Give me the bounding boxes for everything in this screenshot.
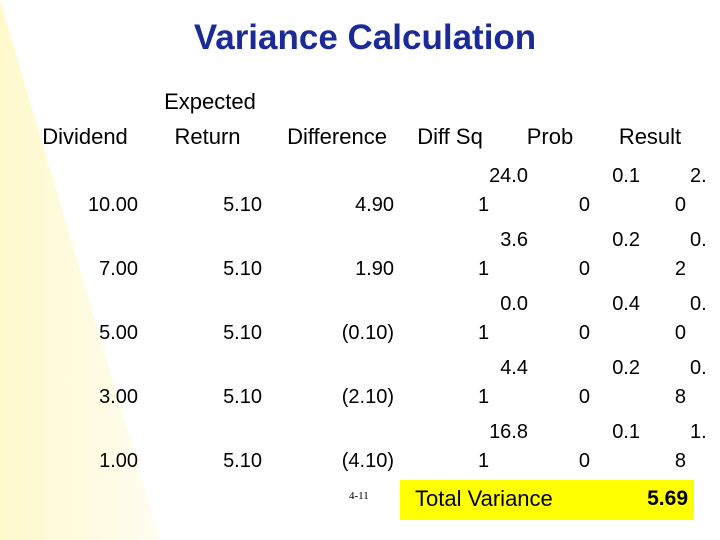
row-5-prob-line2: 8 — [674, 450, 686, 472]
row-3-dividend: 5.00 — [99, 322, 138, 344]
row-2-prob-line2: 2 — [674, 258, 686, 280]
row-1-expected: 5.10 — [223, 194, 262, 216]
header-difference: Difference — [287, 124, 387, 149]
row-2-difference: 1.90 — [355, 258, 394, 280]
row-2-diffsq-line2: 1 — [478, 258, 490, 280]
row-1-diffsq-line2: 1 — [478, 194, 490, 216]
row-3-diffsq-line1: 0.0 — [500, 293, 528, 315]
row-5-difference: (4.10) — [341, 450, 394, 472]
row-4-prob-line1: 0.2 — [612, 357, 640, 379]
row-5-expected: 5.10 — [223, 450, 262, 472]
row-2-dividend: 7.00 — [99, 258, 138, 280]
row-5-diffsq-tail: 0 — [578, 450, 590, 472]
row-1-diffsq-line1: 24.0 — [489, 165, 528, 187]
row-3-prob-line2: 0 — [674, 322, 686, 344]
header-expected-line1: Expected — [164, 89, 256, 114]
row-1-result-line1: 2. — [690, 165, 707, 187]
row-5-diffsq-line2: 1 — [478, 450, 490, 472]
row-2-result-line1: 0. — [690, 229, 707, 251]
row-3-prob-line1: 0.4 — [612, 293, 640, 315]
row-2-expected: 5.10 — [223, 258, 262, 280]
header-diff-sq: Diff Sq — [417, 124, 483, 149]
row-5-prob-line1: 0.1 — [612, 421, 640, 443]
row-3-expected: 5.10 — [223, 322, 262, 344]
row-2-diffsq-line1: 3.6 — [500, 229, 528, 251]
slide-number: 4-11 — [349, 490, 369, 502]
row-4-diffsq-line1: 4.4 — [500, 357, 528, 379]
row-3-diffsq-tail: 0 — [578, 322, 590, 344]
header-dividend: Dividend — [42, 124, 128, 149]
row-4-dividend: 3.00 — [99, 386, 138, 408]
row-1-prob-line2: 0 — [674, 194, 686, 216]
row-3-result-line1: 0. — [690, 293, 707, 315]
total-variance-value: 5.69 — [647, 487, 688, 510]
row-4-diffsq-line2: 1 — [478, 386, 490, 408]
page-title: Variance Calculation — [193, 18, 537, 57]
row-3-difference: (0.10) — [341, 322, 394, 344]
row-5-diffsq-line1: 16.8 — [489, 421, 528, 443]
row-1-difference: 4.90 — [355, 194, 394, 216]
header-result: Result — [618, 124, 682, 149]
row-3-diffsq-line2: 1 — [478, 322, 490, 344]
row-1-dividend: 10.00 — [87, 194, 138, 216]
row-2-prob-line1: 0.2 — [612, 229, 640, 251]
header-expected-line2: Return — [174, 124, 241, 149]
row-1-prob-line1: 0.1 — [612, 165, 640, 187]
row-4-diffsq-tail: 0 — [578, 386, 590, 408]
total-variance-label: Total Variance — [415, 486, 553, 511]
row-5-dividend: 1.00 — [99, 450, 138, 472]
row-4-expected: 5.10 — [223, 386, 262, 408]
row-4-prob-line2: 8 — [674, 386, 686, 408]
header-prob: Prob — [526, 124, 574, 149]
row-2-diffsq-tail: 0 — [578, 258, 590, 280]
row-4-result-line1: 0. — [690, 357, 707, 379]
row-4-difference: (2.10) — [341, 386, 394, 408]
total-highlight-box — [400, 480, 694, 520]
row-5-result-line1: 1. — [690, 421, 707, 443]
row-1-diffsq-tail: 0 — [578, 194, 590, 216]
